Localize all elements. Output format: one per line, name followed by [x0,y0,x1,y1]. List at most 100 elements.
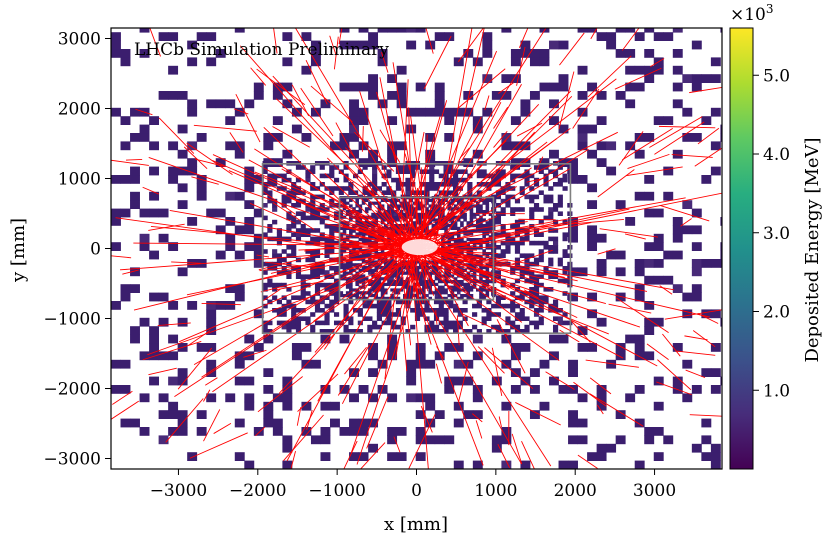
energy-cell [453,173,459,179]
energy-cell [476,229,480,233]
energy-cell [368,343,379,352]
energy-cell [596,317,607,327]
energy-cell [419,312,425,317]
energy-cell [505,303,511,309]
energy-cell [557,257,563,263]
energy-cell [606,141,617,151]
energy-cell [301,133,312,142]
energy-cell [358,107,369,117]
energy-cell [485,291,490,295]
energy-cell [368,215,372,219]
energy-cell [476,212,480,216]
energy-cell [120,141,131,151]
energy-cell [120,175,131,184]
energy-cell [415,435,426,445]
particle-track [149,28,161,57]
energy-cell [485,198,490,202]
energy-cell [501,359,512,369]
energy-cell [625,82,636,92]
energy-cell [644,191,655,201]
energy-cell [352,263,356,267]
energy-cell [529,410,540,419]
energy-cell [215,208,226,218]
energy-cell [349,418,359,428]
energy-cell [691,259,702,268]
energy-cell [495,190,502,195]
particle-track [422,243,578,319]
energy-cell [276,270,283,275]
energy-cell [345,212,350,216]
energy-cell [276,282,283,288]
energy-cell [206,99,217,109]
energy-cell [510,116,521,125]
energy-cell [403,207,407,211]
particle-track [435,310,438,325]
particle-track [314,244,409,353]
energy-cell [422,291,426,295]
energy-cell [349,427,359,436]
energy-cell [453,329,459,334]
energy-cell [510,266,516,271]
energy-cell [520,141,531,151]
energy-cell [529,320,535,326]
energy-cell [349,282,353,286]
energy-cell [472,312,478,317]
energy-cell [267,228,273,233]
energy-cell [634,133,645,142]
energy-cell [552,182,559,187]
energy-cell [409,274,413,278]
energy-cell [396,452,407,461]
energy-cell [319,194,325,200]
detector-regions [261,163,572,334]
energy-cell [510,207,516,212]
energy-cell [263,334,274,344]
energy-cell [310,203,316,208]
energy-cell [372,190,378,195]
energy-cell [548,215,554,221]
energy-cell [682,200,693,209]
energy-cell [177,124,188,134]
energy-cell [352,224,356,228]
energy-cell [479,224,483,228]
particle-track [233,108,249,115]
energy-cell [291,107,302,117]
energy-cell [324,312,330,317]
energy-cell [429,320,435,326]
energy-cell [300,215,306,221]
energy-cell [428,280,432,284]
energy-cell [338,320,344,326]
energy-cell [310,165,316,170]
energy-cell [520,49,531,58]
energy-cell [139,49,150,58]
energy-cell [368,351,379,361]
energy-cell [481,316,487,321]
energy-cell [562,312,568,317]
energy-cell [368,418,379,428]
energy-cell [462,308,468,313]
energy-cell [634,259,645,268]
energy-cell [476,182,482,187]
energy-cell [456,238,461,242]
energy-cell [406,288,410,292]
energy-cell [272,203,278,208]
energy-cell [368,263,372,267]
energy-cell [710,368,721,377]
energy-cell [448,165,454,170]
energy-cell [149,326,160,335]
energy-cell [111,217,121,226]
energy-cell [672,65,683,75]
energy-cell [267,278,273,284]
energy-cell [329,303,335,309]
energy-cell [543,295,549,300]
energy-cell [453,401,464,411]
energy-cell [215,158,226,167]
particle-track [697,313,719,324]
energy-cell [456,198,461,202]
energy-cell [387,91,398,100]
energy-cell [500,303,506,309]
particle-track [434,240,530,245]
energy-cell [476,169,482,174]
energy-cell [339,274,344,278]
energy-cell [395,165,402,170]
